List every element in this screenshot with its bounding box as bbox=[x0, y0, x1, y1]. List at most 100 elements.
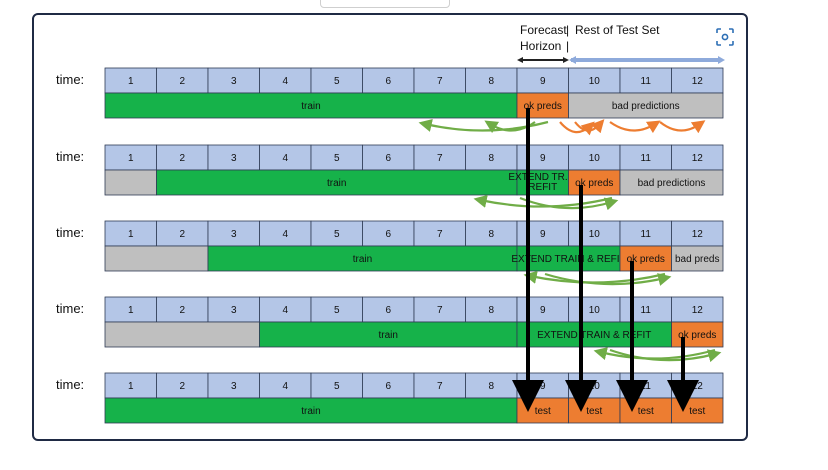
time-cell bbox=[259, 144, 312, 171]
time-cell bbox=[207, 144, 260, 171]
segment-label: train bbox=[301, 101, 320, 112]
segment-label: EXTEND TRAIN & REFIT bbox=[511, 254, 625, 265]
segment-train bbox=[104, 397, 518, 424]
time-cell-number: 10 bbox=[589, 76, 601, 87]
time-cell bbox=[568, 67, 621, 94]
time-label: time: bbox=[56, 149, 84, 164]
time-cell-number: 11 bbox=[641, 229, 652, 240]
time-cell-number: 3 bbox=[231, 153, 237, 164]
refit-curve-arrow bbox=[609, 348, 722, 363]
time-cell bbox=[619, 144, 672, 171]
refit-curve-arrow bbox=[593, 347, 716, 360]
refit-curve-arrow bbox=[523, 270, 666, 284]
segment-train bbox=[207, 245, 518, 272]
time-cell-number: 3 bbox=[231, 305, 237, 316]
segment-label: ok preds bbox=[627, 254, 665, 265]
segment-label: EXTEND TRAIN & REFIT bbox=[537, 330, 651, 341]
time-cell-number: 8 bbox=[488, 153, 494, 164]
segment-ok bbox=[516, 92, 569, 119]
time-cell-number: 11 bbox=[641, 381, 652, 392]
time-cell-number: 12 bbox=[692, 229, 704, 240]
segment-ok bbox=[671, 321, 724, 348]
segment-label: bad predictions bbox=[612, 101, 680, 112]
time-cell-number: 4 bbox=[282, 153, 288, 164]
time-cell bbox=[671, 296, 724, 323]
segment-ok bbox=[619, 245, 672, 272]
time-cell-number: 9 bbox=[540, 305, 546, 316]
segment-bad bbox=[568, 92, 724, 119]
rest-of-test-arrow-left-head bbox=[569, 56, 576, 64]
refit-curve-arrow bbox=[559, 121, 595, 136]
time-cell-number: 8 bbox=[488, 305, 494, 316]
time-cell-number: 1 bbox=[128, 229, 134, 240]
time-cell bbox=[516, 220, 569, 247]
horizon-label: Horizon bbox=[520, 39, 561, 53]
time-cell-number: 2 bbox=[179, 76, 185, 87]
time-cell-number: 4 bbox=[282, 229, 288, 240]
time-cell bbox=[310, 144, 363, 171]
segment-label: train bbox=[353, 254, 372, 265]
time-cell-number: 3 bbox=[231, 229, 237, 240]
header-separator-2: | bbox=[566, 39, 569, 53]
time-cell-number: 5 bbox=[334, 229, 340, 240]
horizon-arrow-right-head bbox=[563, 57, 569, 63]
segment-train bbox=[104, 92, 518, 119]
time-cell-number: 5 bbox=[334, 381, 340, 392]
scan-focus-icon[interactable] bbox=[715, 27, 735, 47]
time-cell-number: 9 bbox=[540, 229, 546, 240]
time-cell-number: 2 bbox=[179, 305, 185, 316]
refit-curve-arrow bbox=[659, 120, 706, 134]
time-cell-number: 9 bbox=[540, 76, 546, 87]
time-cell-number: 12 bbox=[692, 305, 704, 316]
time-cell bbox=[671, 220, 724, 247]
segment-label: ok preds bbox=[575, 178, 613, 189]
top-tab bbox=[320, 0, 450, 8]
time-cell bbox=[104, 144, 157, 171]
rest-of-test-set-label: Rest of Test Set bbox=[575, 23, 660, 37]
time-cell-number: 2 bbox=[179, 229, 185, 240]
segment-gray bbox=[104, 321, 260, 348]
segment-gray bbox=[104, 169, 157, 196]
time-cell-number: 7 bbox=[437, 153, 443, 164]
time-cell bbox=[259, 220, 312, 247]
time-cell-number: 8 bbox=[488, 229, 494, 240]
refit-curve-arrow bbox=[544, 272, 672, 286]
time-cell bbox=[259, 372, 312, 399]
time-cell bbox=[156, 372, 209, 399]
time-cell-number: 11 bbox=[641, 153, 652, 164]
time-cell-number: 11 bbox=[641, 76, 652, 87]
segment-label: test bbox=[638, 406, 654, 417]
segment-bad bbox=[619, 169, 724, 196]
time-label: time: bbox=[56, 225, 84, 240]
time-cell-number: 5 bbox=[334, 76, 340, 87]
time-cell bbox=[413, 372, 466, 399]
time-label: time: bbox=[56, 377, 84, 392]
time-cell bbox=[310, 67, 363, 94]
time-cell-number: 7 bbox=[437, 229, 443, 240]
time-cell bbox=[310, 372, 363, 399]
time-cell-number: 1 bbox=[128, 381, 134, 392]
time-cell bbox=[207, 67, 260, 94]
refit-curve-arrow bbox=[574, 119, 605, 134]
segment-label: test bbox=[535, 406, 551, 417]
time-cell-number: 6 bbox=[385, 76, 391, 87]
time-cell-number: 5 bbox=[334, 153, 340, 164]
segment-bad bbox=[671, 245, 724, 272]
segment-label: EXTEND TR. & bbox=[508, 172, 577, 183]
segment-label: test bbox=[689, 406, 705, 417]
time-cell bbox=[568, 144, 621, 171]
time-cell bbox=[671, 144, 724, 171]
time-cell-number: 5 bbox=[334, 305, 340, 316]
time-cell bbox=[104, 296, 157, 323]
segment-label: train bbox=[327, 178, 346, 189]
time-cell-number: 10 bbox=[589, 381, 601, 392]
time-cell bbox=[207, 372, 260, 399]
segment-label: test bbox=[586, 406, 602, 417]
time-cell-number: 2 bbox=[179, 381, 185, 392]
time-cell-number: 1 bbox=[128, 305, 134, 316]
time-cell bbox=[619, 67, 672, 94]
refit-curve-arrow bbox=[484, 120, 536, 134]
horizon-arrow-left-head bbox=[517, 57, 523, 63]
